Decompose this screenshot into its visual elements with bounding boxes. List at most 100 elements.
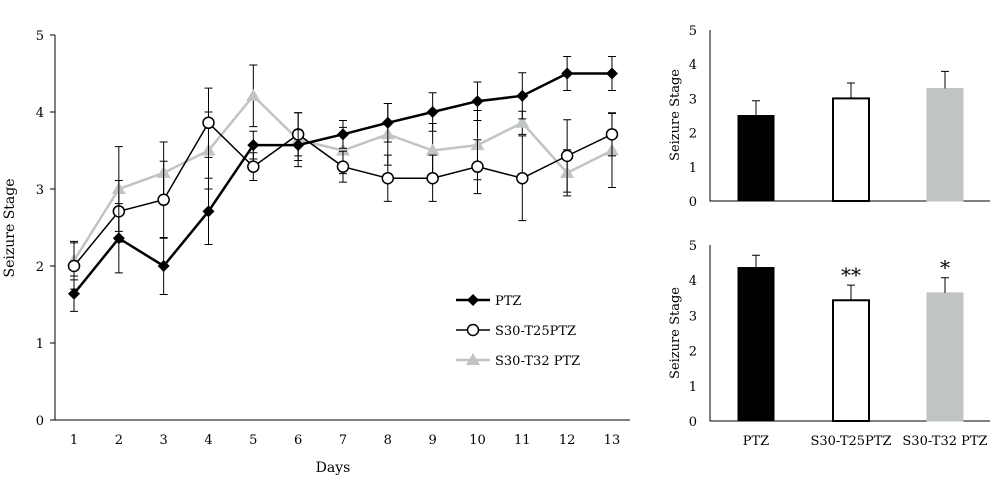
line-chart-x-axis-label: Days (316, 460, 351, 476)
bar-chart-top-y-tick-label: 1 (689, 161, 697, 176)
line-chart-y-tick-label: 3 (36, 183, 44, 198)
legend-marker-diamond (467, 294, 479, 306)
bar-chart-bottom-y-tick-label: 2 (689, 345, 697, 360)
legend-marker-circle (466, 323, 480, 337)
data-point (471, 95, 484, 108)
line-chart-y-tick-label: 2 (36, 260, 44, 275)
error-bar (941, 277, 949, 293)
data-point (247, 160, 260, 173)
line-chart-x-tick-label: 7 (339, 433, 347, 448)
data-point (516, 171, 529, 185)
bar-chart-top-y-tick-label: 2 (689, 127, 697, 142)
data-point (516, 89, 529, 102)
line-chart-y-tick-label: 5 (36, 29, 44, 44)
data-point (426, 171, 439, 185)
bar-s30-t32-ptz (926, 87, 964, 202)
line-chart-x-tick-label: 2 (115, 433, 123, 448)
bar-chart-top-y-axis-label: Seizure Stage (668, 69, 683, 161)
bar-chart-bottom-x-tick-label: S30-T32 PTZ (902, 434, 987, 449)
bar-chart-bottom-axes (709, 245, 990, 422)
error-bar (752, 100, 760, 116)
bar-s30-t32-ptz (926, 292, 964, 422)
series-ptz (68, 56, 618, 312)
line-chart-x-tick-label: 5 (249, 433, 257, 448)
bar-chart-bottom-x-ticks: PTZ S30-T25PTZ S30-T32 PTZ (743, 434, 988, 449)
bar-s30-t25ptz (832, 299, 870, 423)
legend-label-s30-t32-ptz: S30-T32 PTZ (495, 354, 580, 369)
error-bar (847, 82, 855, 99)
data-point (336, 128, 349, 141)
line-chart-y-axis-label: Seizure Stage (2, 179, 18, 278)
data-point (247, 139, 260, 152)
line-chart-x-tick-label: 11 (514, 433, 531, 448)
bar-chart-top-y-tick-label: 3 (689, 92, 697, 107)
data-point (471, 160, 484, 173)
bar-chart-bottom-y-tick-label: 3 (689, 309, 697, 324)
bar-chart-top-y-ticks: 0 1 2 3 4 5 (689, 24, 697, 210)
bar-chart-bottom-y-ticks: 0 1 2 3 4 5 (689, 239, 697, 430)
data-point (67, 259, 81, 273)
data-point (335, 143, 350, 156)
bar-chart-top-y-tick-label: 4 (689, 58, 697, 73)
bar-chart-bottom-x-tick-label: S30-T25PTZ (810, 434, 891, 449)
legend-item-ptz: PTZ (456, 294, 521, 309)
legend-item-s30-t25ptz: S30-T25PTZ (456, 323, 576, 339)
line-chart-x-tick-label: 6 (294, 433, 302, 448)
line-chart-x-tick-label: 1 (70, 433, 78, 448)
line-chart-x-tick-label: 3 (160, 433, 168, 448)
legend-marker-triangle (466, 353, 480, 365)
data-point (157, 193, 170, 207)
data-point (425, 143, 440, 156)
bar-chart-bottom-y-tick-label: 5 (689, 239, 697, 254)
legend-item-s30-t32-ptz: S30-T32 PTZ (456, 353, 580, 369)
bar-chart-bottom-y-tick-label: 4 (689, 274, 697, 289)
line-chart-x-ticks: 1 2 3 4 5 6 7 8 9 10 11 12 13 (70, 433, 620, 448)
line-chart-series (67, 56, 619, 312)
data-point (381, 171, 395, 185)
line-chart-x-tick-label: 13 (604, 433, 621, 448)
line-chart-y-tick-label: 1 (36, 337, 44, 352)
bar-chart-top-axes (709, 30, 990, 202)
significance-marker: * (940, 256, 950, 280)
bar-chart-top-bars (737, 70, 964, 202)
data-point (605, 67, 618, 80)
data-point (68, 287, 80, 300)
data-point (292, 139, 305, 152)
error-bar (847, 284, 855, 301)
bar-chart-top-y-tick-label: 0 (689, 195, 697, 210)
error-bar (941, 70, 949, 89)
bar-chart-top-y-tick-label: 5 (689, 24, 697, 39)
legend-label-ptz: PTZ (495, 294, 521, 309)
data-point (560, 149, 574, 163)
data-point (426, 106, 439, 118)
data-point (246, 88, 261, 101)
data-point (515, 115, 530, 128)
line-chart-x-tick-label: 9 (428, 433, 436, 448)
data-point (202, 116, 215, 130)
line-chart-y-ticks: 0 1 2 3 4 5 (36, 29, 55, 429)
line-chart-y-tick-label: 4 (36, 106, 44, 121)
line-chart-x-tick-label: 12 (559, 433, 576, 448)
line-chart-x-tick-label: 10 (469, 433, 486, 448)
data-point (202, 205, 215, 218)
bar-s30-t25ptz (832, 97, 870, 202)
data-point (112, 232, 125, 245)
data-point (381, 116, 394, 129)
data-point (561, 67, 574, 80)
bar-ptz (737, 267, 775, 422)
bar-chart-bottom-bars: ** * (737, 254, 964, 423)
bar-chart-bottom-y-tick-label: 0 (689, 415, 697, 430)
line-chart-x-tick-label: 8 (384, 433, 392, 448)
bar-ptz (737, 115, 775, 202)
line-chart-x-tick-label: 4 (204, 433, 212, 448)
data-point (336, 160, 350, 173)
data-point (157, 260, 170, 272)
bar-chart-top: Seizure Stage 0 1 2 3 4 5 (668, 24, 990, 210)
line-chart-y-tick-label: 0 (36, 414, 44, 429)
significance-marker: ** (841, 263, 861, 287)
bar-chart-bottom-y-axis-label: Seizure Stage (668, 287, 683, 379)
